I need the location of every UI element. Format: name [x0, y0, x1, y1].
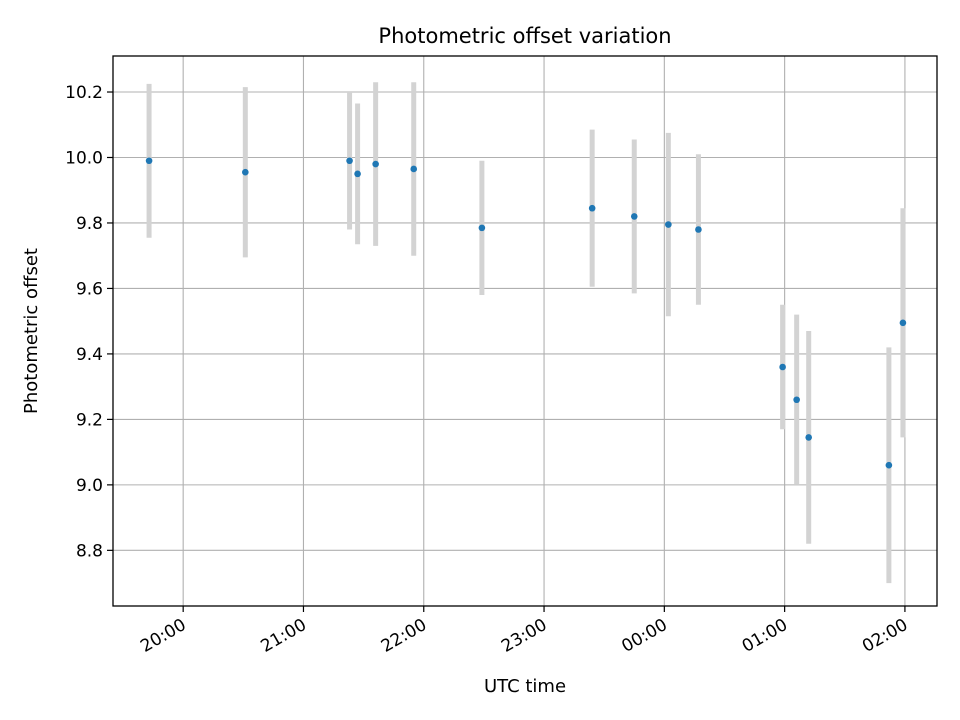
- data-point: [346, 157, 353, 165]
- x-tick-label: 22:00: [378, 615, 430, 657]
- y-tick-label: 10.0: [65, 148, 103, 168]
- y-tick-label: 9.6: [76, 279, 103, 299]
- data-point: [410, 165, 418, 173]
- data-point: [242, 168, 249, 176]
- data-point: [793, 396, 800, 404]
- x-axis-title: UTC time: [484, 676, 566, 697]
- y-axis-title: Photometric offset: [21, 248, 42, 414]
- y-tick-label: 9.2: [76, 410, 103, 430]
- data-point: [805, 434, 812, 441]
- data-point: [695, 226, 702, 233]
- y-tick-label: 10.2: [65, 83, 103, 103]
- data-point: [779, 363, 786, 371]
- data-point: [665, 221, 672, 228]
- x-tick-label: 20:00: [137, 615, 189, 657]
- x-axis-ticks: 20:00 21:00 22:00 23:00 00:00 01:00 02:00: [137, 606, 911, 657]
- y-tick-label: 8.8: [76, 541, 103, 561]
- grid-lines: [113, 56, 937, 606]
- y-tick-label: 9.4: [76, 345, 103, 365]
- plot-frame: [112, 55, 938, 607]
- data-point: [478, 224, 486, 232]
- data-point: [899, 319, 907, 327]
- y-tick-label: 9.0: [76, 476, 103, 496]
- data-point: [588, 204, 596, 212]
- x-tick-label: 23:00: [498, 615, 550, 657]
- data-point: [145, 157, 153, 165]
- x-tick-label: 01:00: [739, 615, 791, 657]
- x-tick-label: 02:00: [859, 615, 911, 657]
- y-axis-ticks: 8.8 9.0 9.2 9.4 9.6 9.8 10.0 10.2: [65, 83, 113, 561]
- x-tick-label: 00:00: [618, 615, 670, 657]
- data-points: [145, 157, 907, 469]
- y-tick-label: 9.8: [76, 214, 103, 234]
- data-point: [372, 160, 379, 168]
- data-point: [354, 170, 361, 178]
- x-tick-label: 21:00: [258, 615, 310, 657]
- data-point: [630, 213, 638, 220]
- chart-title: Photometric offset variation: [378, 24, 671, 48]
- data-point: [885, 461, 893, 469]
